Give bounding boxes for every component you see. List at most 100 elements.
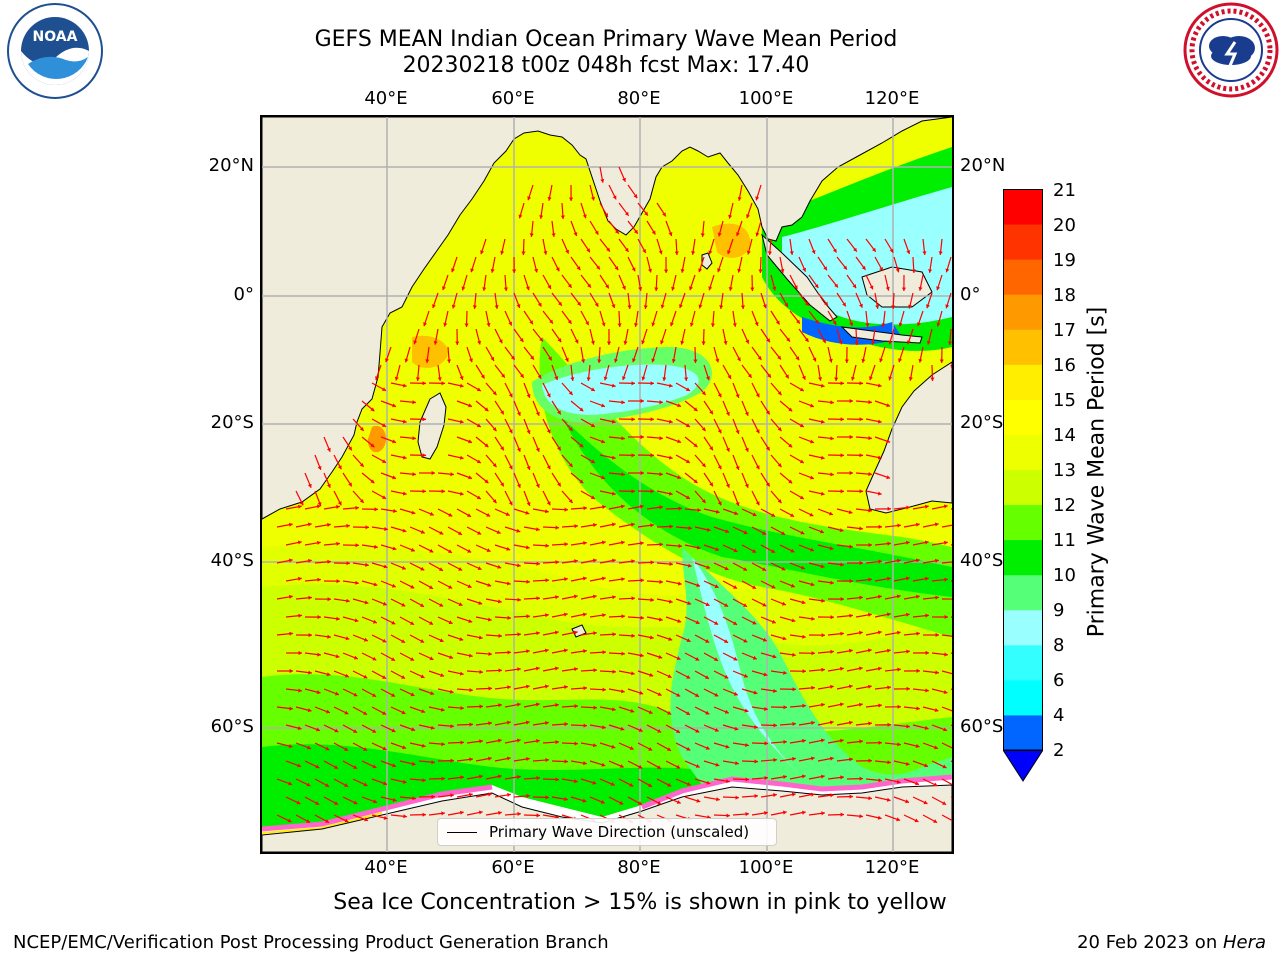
wave-direction-arrowhead [297,540,302,545]
wave-direction-arrowhead [488,756,492,761]
wave-direction-arrowhead [507,615,511,620]
wave-direction-arrowhead [875,305,880,309]
wave-direction-arrowhead [583,649,587,654]
wave-direction-arrowhead [724,709,729,714]
wave-direction-arrowhead [501,373,505,378]
wave-direction-arrowhead [640,470,644,476]
wave-direction-arrowhead [460,740,464,745]
wave-direction-arrowhead [422,417,426,422]
wave-direction-arrowhead [654,287,659,291]
wave-direction-arrowhead [479,669,483,674]
wave-direction-arrowhead [422,453,426,458]
wave-direction-arrowhead [886,797,891,802]
wave-direction-arrowhead [784,302,788,307]
wave-direction-arrowhead [634,323,639,327]
wave-direction-arrowhead [888,376,893,381]
wave-direction-arrowhead [564,542,568,547]
wave-direction-arrowhead [897,667,901,672]
wave-direction-arrowhead [508,429,513,434]
lon-tick-bottom: 80°E [617,857,661,878]
wave-direction-arrowhead [382,675,387,679]
wave-direction-arrowhead [479,774,483,779]
wave-direction-arrowhead [788,407,793,412]
wave-direction-arrowhead [878,559,882,564]
wave-direction-arrowhead [752,585,757,589]
lat-tick-left: 0° [233,284,254,305]
wave-direction-arrowhead [382,459,386,463]
wave-direction-arrowhead [348,482,352,487]
wave-direction-arrowhead [437,377,442,381]
colorbar-tick: 10 [1053,565,1076,586]
wave-direction-arrowhead [601,475,605,480]
wave-direction-arrowhead [916,706,920,711]
wave-direction-arrowhead [469,722,473,727]
wave-direction-arrowhead [648,747,653,751]
wave-direction-arrowhead [662,377,667,381]
wave-direction-arrowhead [415,377,420,381]
wave-direction-arrowhead [734,726,739,731]
wave-direction-arrowhead [840,666,844,671]
wave-direction-arrowhead [590,423,595,427]
wave-direction-arrowhead [764,741,768,746]
wave-direction-arrowhead [693,407,698,411]
wave-direction-arrowhead [365,525,369,530]
colorbar-cell [1003,294,1043,330]
wave-direction-arrowhead [391,728,396,733]
wave-direction-arrowhead [744,447,749,452]
colorbar-outline [1003,189,1043,751]
wave-direction-arrowhead [359,427,364,431]
wave-direction-arrowhead [821,774,825,779]
wave-direction-arrowhead [592,780,597,785]
wave-direction-arrowhead [508,321,512,326]
wave-direction-arrowhead [365,562,369,567]
wave-direction-arrowhead [517,447,521,452]
wave-direction-arrowhead [382,495,386,499]
wave-direction-arrowhead [583,723,587,728]
wave-direction-arrowhead [335,691,339,696]
wave-direction-arrowhead [517,775,521,779]
wave-direction-arrowhead [908,304,913,309]
wave-direction-arrowhead [651,230,656,235]
wave-direction-arrowhead [752,512,757,517]
wave-direction-arrowhead [526,466,531,470]
wave-direction-arrowhead [353,729,358,733]
wave-direction-arrowhead [680,269,685,273]
wave-direction-arrowhead [429,585,433,589]
wave-direction-arrowhead [878,666,882,671]
wave-direction-arrowhead [422,778,426,783]
wave-direction-arrowhead [392,403,396,408]
wave-direction-arrowhead [638,764,643,769]
wave-direction-arrowhead [840,597,844,602]
wave-direction-arrowhead [733,548,738,553]
wave-direction-arrowhead [640,578,644,583]
wave-direction-arrowhead [359,499,364,503]
wave-direction-arrowhead [536,561,540,566]
wave-direction-arrowhead [600,179,605,183]
wave-direction-arrowhead [601,762,606,767]
wave-direction-arrowhead [771,584,776,589]
wave-direction-arrowhead [668,383,673,388]
wave-direction-arrowhead [714,728,719,732]
wave-direction-arrowhead [402,419,407,424]
wave-direction-arrowhead [849,398,853,404]
wave-direction-arrowhead [849,794,853,799]
wave-direction-arrowhead [593,705,597,710]
wave-direction-arrowhead [915,781,919,786]
wave-direction-arrowhead [477,566,482,570]
lon-tick-bottom: 100°E [738,857,794,878]
wave-direction-arrowhead [526,793,530,798]
wave-direction-arrowhead [568,499,573,503]
wave-direction-arrowhead [733,656,738,661]
wave-direction-arrowhead [492,427,497,432]
wave-direction-arrowhead [583,541,587,546]
wave-direction-arrowhead [811,250,816,254]
wave-direction-arrowhead [685,387,690,391]
wave-direction-arrowhead [547,284,551,289]
wave-direction-arrowhead [621,436,625,441]
wave-direction-arrow [941,778,952,786]
wave-direction-arrowhead [877,491,882,496]
wave-direction-arrow [941,561,952,564]
wave-direction-arrowhead [717,429,722,434]
wave-direction-arrowhead [744,708,749,713]
